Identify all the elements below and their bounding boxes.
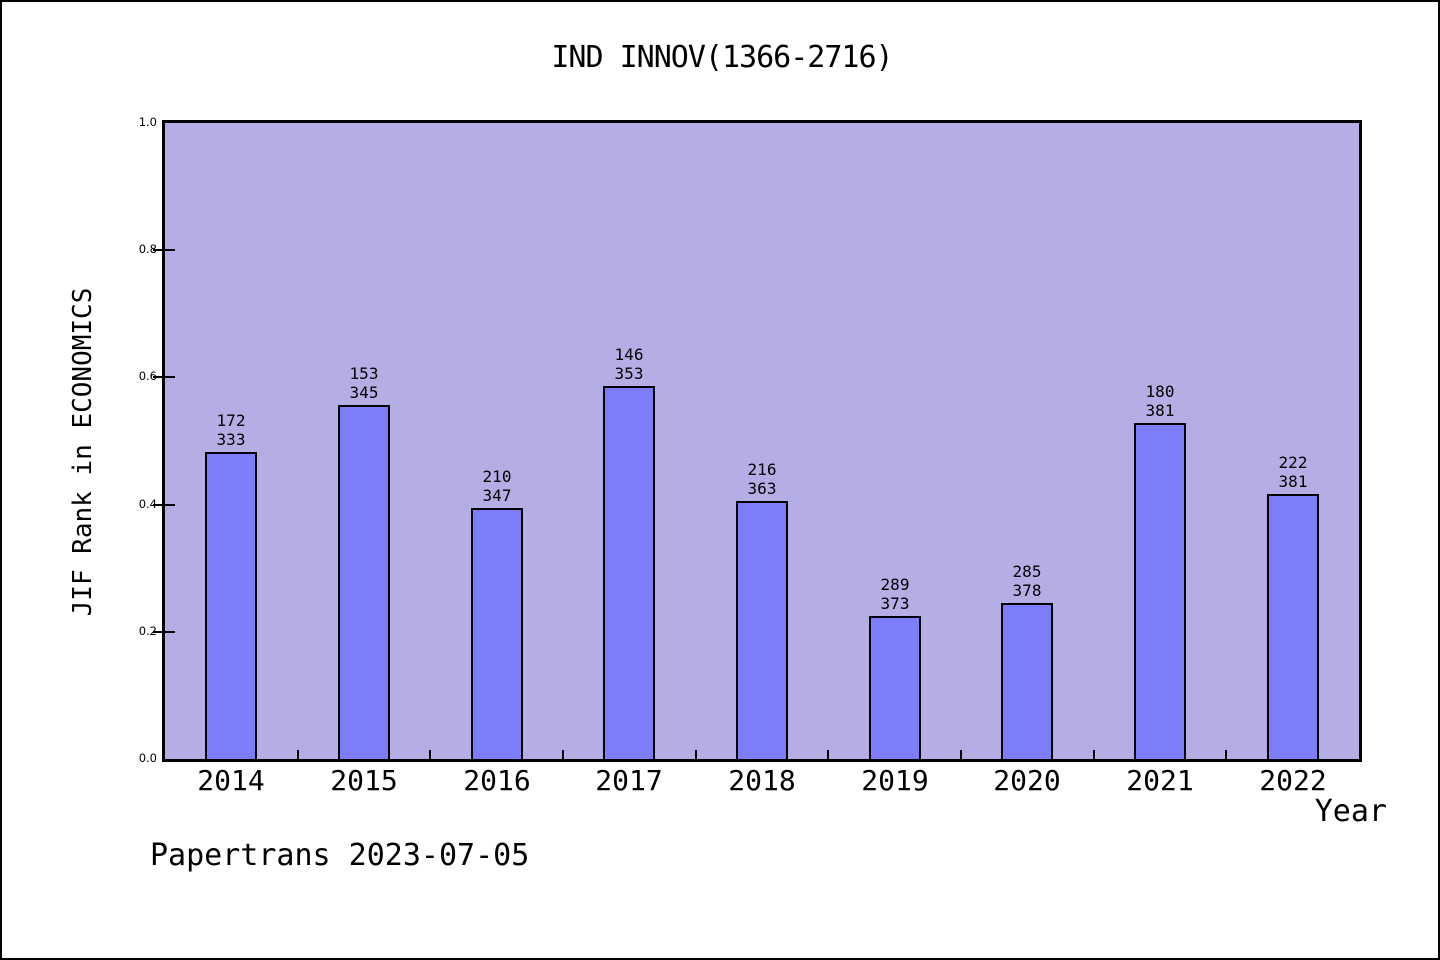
y-axis-tick xyxy=(153,504,175,506)
bar-value-label-2019: 289 373 xyxy=(880,575,910,613)
bar-2016 xyxy=(471,508,523,759)
x-tick-label-2021: 2021 xyxy=(1126,764,1194,797)
x-tick-label-2019: 2019 xyxy=(861,764,929,797)
y-tick-label-1.0: 1.0 xyxy=(138,115,157,129)
x-tick-label-2022: 2022 xyxy=(1259,764,1327,797)
y-axis-title: JIF Rank in ECONOMICS xyxy=(68,287,98,617)
bar-value-label-2021: 180 381 xyxy=(1145,382,1175,420)
x-tick-label-2017: 2017 xyxy=(595,764,663,797)
bar-value-label-2015: 153 345 xyxy=(349,364,379,402)
bar-2021 xyxy=(1134,423,1186,759)
bar-value-label-2014: 172 333 xyxy=(216,411,246,449)
bar-value-label-2018: 216 363 xyxy=(747,460,777,498)
x-axis-tick xyxy=(562,750,564,759)
bar-2018 xyxy=(736,501,788,759)
chart-title: IND INNOV(1366-2716) xyxy=(551,40,893,75)
x-axis-tick xyxy=(1093,750,1095,759)
y-tick-label-0.0: 0.0 xyxy=(138,751,157,765)
bar-value-label-2017: 146 353 xyxy=(614,345,644,383)
x-axis-tick xyxy=(297,750,299,759)
y-tick-label-0.2: 0.2 xyxy=(138,624,157,638)
x-axis-tick xyxy=(695,750,697,759)
x-axis-tick xyxy=(960,750,962,759)
bar-2017 xyxy=(603,386,655,759)
bar-2022 xyxy=(1267,494,1319,759)
x-tick-label-2016: 2016 xyxy=(463,764,531,797)
y-tick-label-0.6: 0.6 xyxy=(138,369,157,383)
bar-2015 xyxy=(338,405,390,759)
y-axis-tick xyxy=(153,249,175,251)
x-axis-tick xyxy=(429,750,431,759)
y-axis-tick xyxy=(153,631,175,633)
x-tick-label-2015: 2015 xyxy=(330,764,398,797)
plot-area: 172 333 153 345 210 347 146 353 216 363 289 373 285 3… xyxy=(153,120,1362,762)
bar-value-label-2016: 210 347 xyxy=(482,467,512,505)
bar-2014 xyxy=(205,452,257,759)
x-axis-tick xyxy=(1225,750,1227,759)
bar-2019 xyxy=(869,616,921,759)
y-tick-label-0.4: 0.4 xyxy=(138,497,157,511)
footer-caption: Papertrans 2023-07-05 xyxy=(150,838,530,873)
x-tick-label-2018: 2018 xyxy=(728,764,796,797)
x-tick-label-2014: 2014 xyxy=(197,764,265,797)
x-tick-label-2020: 2020 xyxy=(993,764,1061,797)
x-axis-title: Year xyxy=(1314,794,1387,829)
bar-value-label-2022: 222 381 xyxy=(1278,453,1308,491)
bar-value-label-2020: 285 378 xyxy=(1012,562,1042,600)
y-tick-label-0.8: 0.8 xyxy=(138,242,157,256)
bar-2020 xyxy=(1001,603,1053,759)
x-axis-tick xyxy=(827,750,829,759)
y-axis-tick xyxy=(153,376,175,378)
